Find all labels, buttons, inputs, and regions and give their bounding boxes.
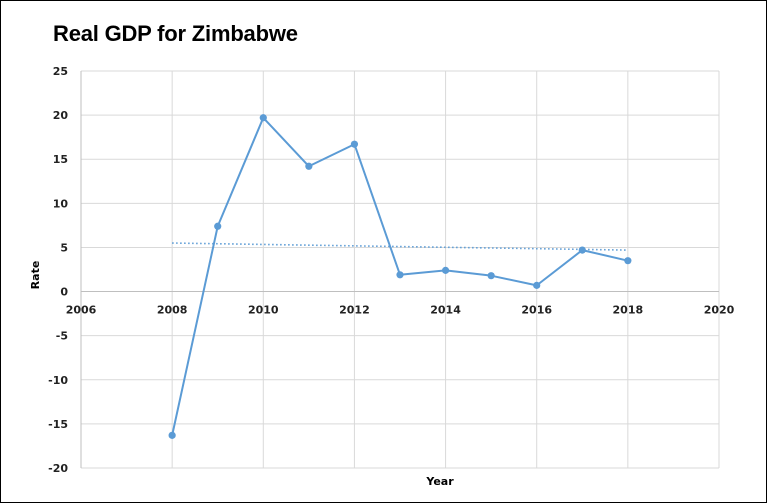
data-point bbox=[259, 114, 267, 122]
y-tick-label: 0 bbox=[60, 286, 68, 299]
x-axis-title: Year bbox=[425, 475, 454, 488]
trendline bbox=[172, 242, 628, 251]
data-point bbox=[441, 266, 450, 274]
y-tick-label: -5 bbox=[56, 330, 68, 343]
x-tick-label: 2010 bbox=[248, 304, 279, 317]
data-point bbox=[350, 140, 359, 148]
x-tick-label: 2008 bbox=[157, 304, 188, 317]
data-point bbox=[396, 271, 404, 279]
data-point bbox=[578, 246, 586, 254]
y-axis-title: Rate bbox=[29, 261, 42, 290]
x-tick-label: 2006 bbox=[66, 304, 97, 317]
x-tick-label: 2014 bbox=[430, 304, 461, 317]
y-tick-label: 10 bbox=[53, 197, 69, 210]
x-tick-label: 2020 bbox=[704, 304, 735, 317]
chart-title: Real GDP for Zimbabwe bbox=[53, 21, 298, 46]
x-tick-label: 2018 bbox=[613, 304, 644, 317]
y-tick-label: -15 bbox=[48, 418, 68, 431]
data-point bbox=[168, 431, 176, 439]
y-tick-label: 25 bbox=[53, 65, 68, 78]
data-point bbox=[487, 272, 495, 280]
data-point bbox=[533, 281, 541, 289]
x-tick-label: 2016 bbox=[521, 304, 552, 317]
y-tick-label: -20 bbox=[48, 462, 68, 475]
y-tick-label: 20 bbox=[53, 109, 69, 122]
y-tick-label: -10 bbox=[48, 374, 68, 387]
y-tick-label: 15 bbox=[53, 153, 68, 166]
data-point bbox=[214, 222, 222, 230]
data-point bbox=[624, 257, 632, 265]
y-tick-label: 5 bbox=[60, 241, 68, 254]
data-point bbox=[305, 162, 313, 170]
x-tick-label: 2012 bbox=[339, 304, 370, 317]
